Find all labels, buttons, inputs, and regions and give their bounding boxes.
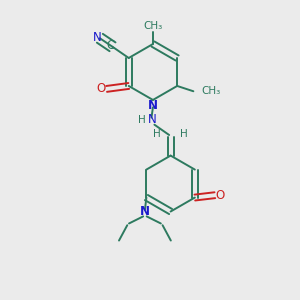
Text: N: N — [93, 31, 102, 44]
Text: O: O — [215, 189, 225, 202]
Text: C: C — [106, 39, 114, 52]
Text: N: N — [148, 99, 158, 112]
Text: O: O — [97, 82, 106, 95]
Text: N: N — [140, 205, 150, 218]
Text: H: H — [180, 129, 188, 139]
Text: H: H — [153, 129, 160, 139]
Text: H: H — [138, 115, 146, 125]
Text: N: N — [148, 113, 156, 127]
Text: CH₃: CH₃ — [202, 86, 221, 96]
Text: CH₃: CH₃ — [143, 21, 163, 31]
